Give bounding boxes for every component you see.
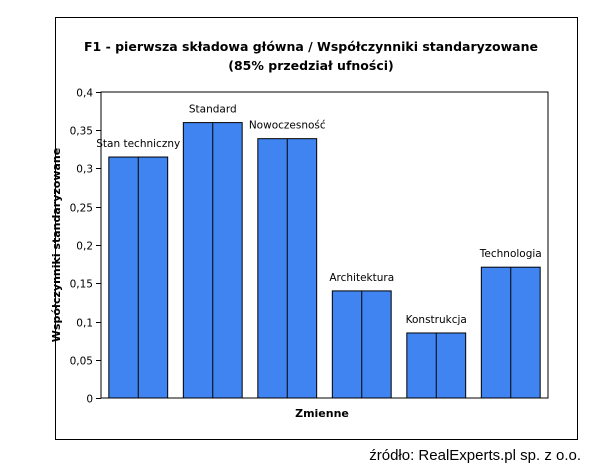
plot-area: 0 0,05 0,1 0,15 0,2 0,25 0,3 0,35 0,4 Stan techni… bbox=[70, 88, 549, 406]
bar-label: Stan techniczny bbox=[96, 138, 180, 150]
chart-title: F1 - pierwsza składowa główna / Współczy… bbox=[84, 39, 538, 54]
y-tick-label: 0,15 bbox=[70, 279, 93, 291]
y-tick-label: 0 bbox=[86, 394, 93, 406]
bar-label: Standard bbox=[189, 104, 237, 116]
source-note: źródło: RealExperts.pl sp. z o.o. bbox=[369, 447, 581, 464]
y-tick-label: 0,3 bbox=[76, 164, 93, 176]
y-tick-label: 0,05 bbox=[70, 356, 93, 368]
y-tick-label: 0,1 bbox=[76, 318, 93, 330]
bar-label: Technologia bbox=[479, 248, 542, 260]
bar-label: Konstrukcja bbox=[406, 314, 467, 326]
bar-label: Architektura bbox=[329, 272, 394, 284]
chart-subtitle: (85% przedział ufności) bbox=[228, 58, 393, 73]
y-tick-label: 0,35 bbox=[70, 126, 93, 138]
y-tick-label: 0,25 bbox=[70, 203, 93, 215]
y-tick-label: 0,4 bbox=[76, 88, 93, 100]
x-axis-label: Zmienne bbox=[295, 407, 349, 420]
y-tick-label: 0,2 bbox=[76, 241, 93, 253]
y-axis-label: Współczynniki standaryzowane bbox=[50, 148, 63, 342]
bar-label: Nowoczesność bbox=[249, 120, 326, 132]
